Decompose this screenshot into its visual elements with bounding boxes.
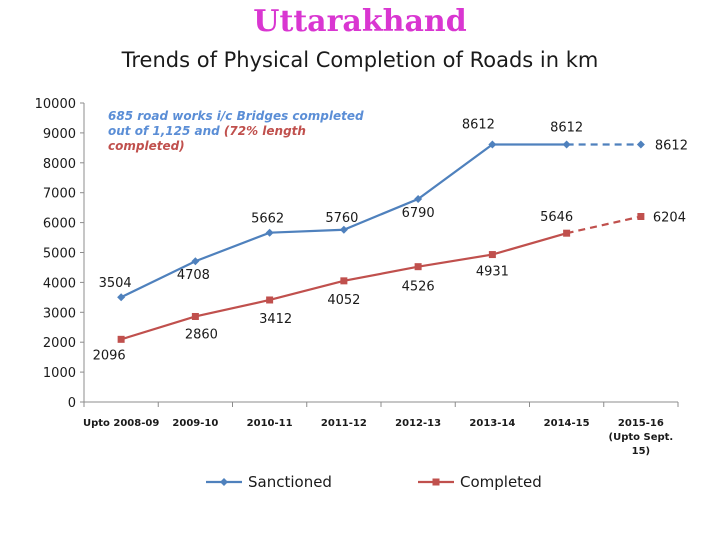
- y-tick-label: 3000: [43, 306, 76, 321]
- y-tick-label: 1000: [43, 366, 76, 381]
- legend-label-sanctioned: Sanctioned: [248, 473, 332, 491]
- y-tick-label: 2000: [43, 336, 76, 351]
- chart-title: Trends of Physical Completion of Roads i…: [121, 48, 599, 72]
- y-tick-label: 8000: [43, 157, 76, 172]
- chart-series: [117, 140, 645, 343]
- x-tick-label: 2011-12: [321, 418, 367, 429]
- x-tick-label: 2013-14: [469, 418, 515, 429]
- y-tick-label: 10000: [35, 97, 76, 112]
- data-label-sanctioned: 5662: [251, 212, 284, 227]
- x-tick-label: 2015-16 (Upto Sept. 15): [609, 418, 674, 457]
- data-label-completed: 3412: [259, 312, 292, 327]
- data-label-completed: 5646: [540, 210, 573, 225]
- data-label-sanctioned: 4708: [177, 268, 210, 283]
- legend-label-completed: Completed: [460, 473, 542, 491]
- legend-marker: [432, 478, 440, 486]
- x-tick-label: Upto 2008-09: [83, 418, 159, 429]
- y-tick-label: 5000: [43, 247, 76, 262]
- y-tick-label: 4000: [43, 276, 76, 291]
- annotation-line: out of 1,125 and (72% length: [108, 124, 306, 138]
- data-label-sanctioned: 8612: [655, 139, 688, 154]
- chart-legend: Sanctioned Completed: [206, 473, 542, 491]
- data-label-sanctioned: 8612: [550, 121, 583, 136]
- data-point-sanctioned: [414, 194, 423, 203]
- data-label-completed: 6204: [653, 211, 686, 226]
- data-point-sanctioned: [339, 225, 348, 234]
- data-point-completed: [191, 312, 199, 320]
- data-point-sanctioned: [117, 293, 126, 302]
- data-point-completed: [488, 251, 496, 259]
- y-tick-label: 7000: [43, 187, 76, 202]
- data-label-completed: 2096: [93, 348, 126, 363]
- data-label-sanctioned: 3504: [99, 276, 132, 291]
- slide-title: Uttarakhand: [253, 4, 467, 39]
- data-label-sanctioned: 6790: [402, 206, 435, 221]
- series-line-projection: [566, 215, 642, 235]
- data-label-completed: 4052: [327, 293, 360, 308]
- data-point-completed: [266, 296, 274, 304]
- chart-data-labels: 3504 4708 5662 5760 6790 8612 8612 8612 2096 2860…: [93, 118, 688, 364]
- data-point-completed: [637, 213, 645, 221]
- chart-annotation: 685 road works i/c Bridges completedout …: [108, 109, 364, 153]
- data-point-completed: [563, 229, 571, 237]
- data-label-completed: 2860: [185, 327, 218, 342]
- x-tick-label: 2010-11: [247, 418, 293, 429]
- data-label-completed: 4931: [476, 265, 509, 280]
- chart-axes: 0 1000 2000 3000 4000 5000 6000 7000 8000 9000 100…: [35, 97, 679, 457]
- annotation-line: completed): [108, 139, 185, 153]
- data-point-sanctioned: [488, 140, 497, 149]
- data-label-sanctioned: 8612: [462, 118, 495, 133]
- data-point-sanctioned: [265, 228, 274, 237]
- y-tick-label: 0: [68, 396, 76, 411]
- data-label-sanctioned: 5760: [325, 211, 358, 226]
- legend-marker: [220, 478, 228, 486]
- x-tick-label: 2009-10: [172, 418, 218, 429]
- series-line-completed: [120, 232, 567, 341]
- data-point-completed: [340, 277, 348, 285]
- x-tick-label: 2014-15: [544, 418, 590, 429]
- data-point-sanctioned: [562, 140, 571, 149]
- data-label-completed: 4526: [402, 280, 435, 295]
- y-tick-label: 9000: [43, 127, 76, 142]
- data-point-sanctioned: [636, 140, 645, 149]
- annotation-line: 685 road works i/c Bridges completed: [108, 109, 364, 123]
- x-tick-label: 2012-13: [395, 418, 441, 429]
- data-point-sanctioned: [191, 257, 200, 266]
- data-point-completed: [414, 263, 422, 271]
- data-point-completed: [117, 335, 125, 343]
- y-tick-label: 6000: [43, 217, 76, 232]
